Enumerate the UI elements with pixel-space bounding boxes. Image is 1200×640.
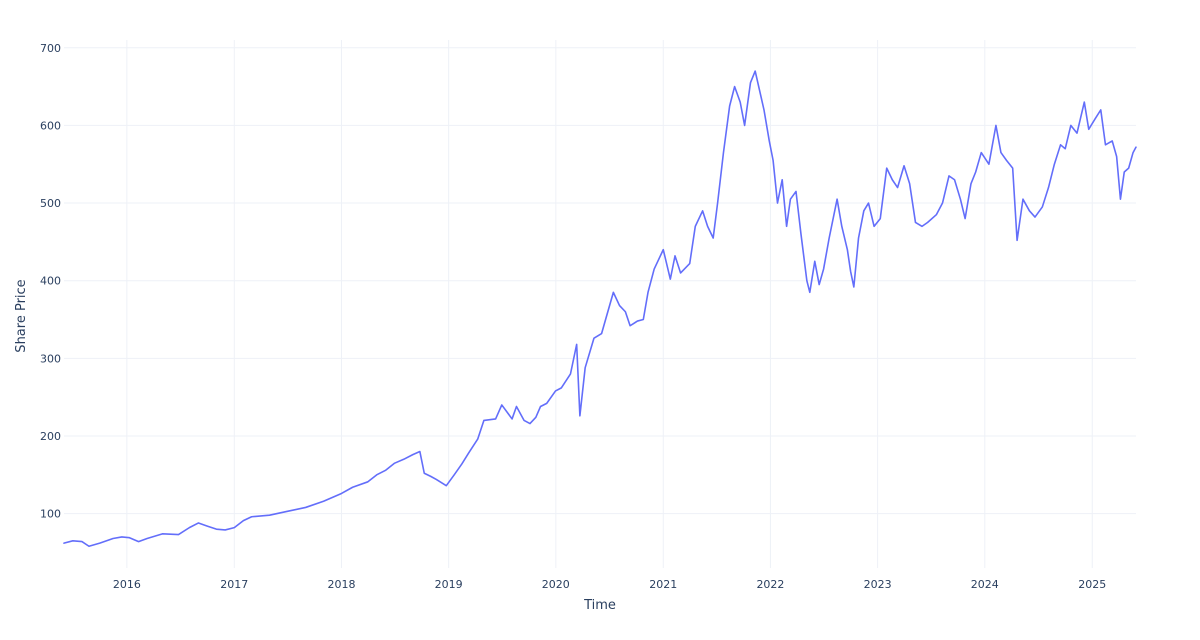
y-axis-title: Share Price [14, 279, 29, 352]
x-tick-label: 2021 [649, 578, 677, 591]
series-layer [63, 70, 1137, 548]
x-tick-label: 2025 [1078, 578, 1106, 591]
y-tick-label: 100 [40, 508, 61, 521]
x-axis-title: Time [583, 598, 616, 613]
x-tick-label: 2023 [864, 578, 892, 591]
x-tick-label: 2016 [113, 578, 141, 591]
y-tick-label: 300 [40, 352, 61, 365]
x-tick-label: 2022 [756, 578, 784, 591]
x-tick-label: 2020 [542, 578, 570, 591]
x-tick-label: 2018 [327, 578, 355, 591]
y-tick-label: 400 [40, 275, 61, 288]
x-tick-label: 2017 [220, 578, 248, 591]
grid-layer [64, 40, 1136, 568]
y-tick-label: 200 [40, 430, 61, 443]
series-line [63, 70, 1137, 548]
y-tick-label: 700 [40, 42, 61, 55]
x-tick-label: 2024 [971, 578, 999, 591]
y-axis-ticks: 100 200 300 400 500 600 700 [40, 42, 61, 521]
x-tick-label: 2019 [435, 578, 463, 591]
y-tick-label: 500 [40, 197, 61, 210]
y-tick-label: 600 [40, 119, 61, 132]
x-axis-ticks: 2016 2017 2018 2019 2020 2021 2022 2023 2024 2025 [113, 578, 1106, 591]
